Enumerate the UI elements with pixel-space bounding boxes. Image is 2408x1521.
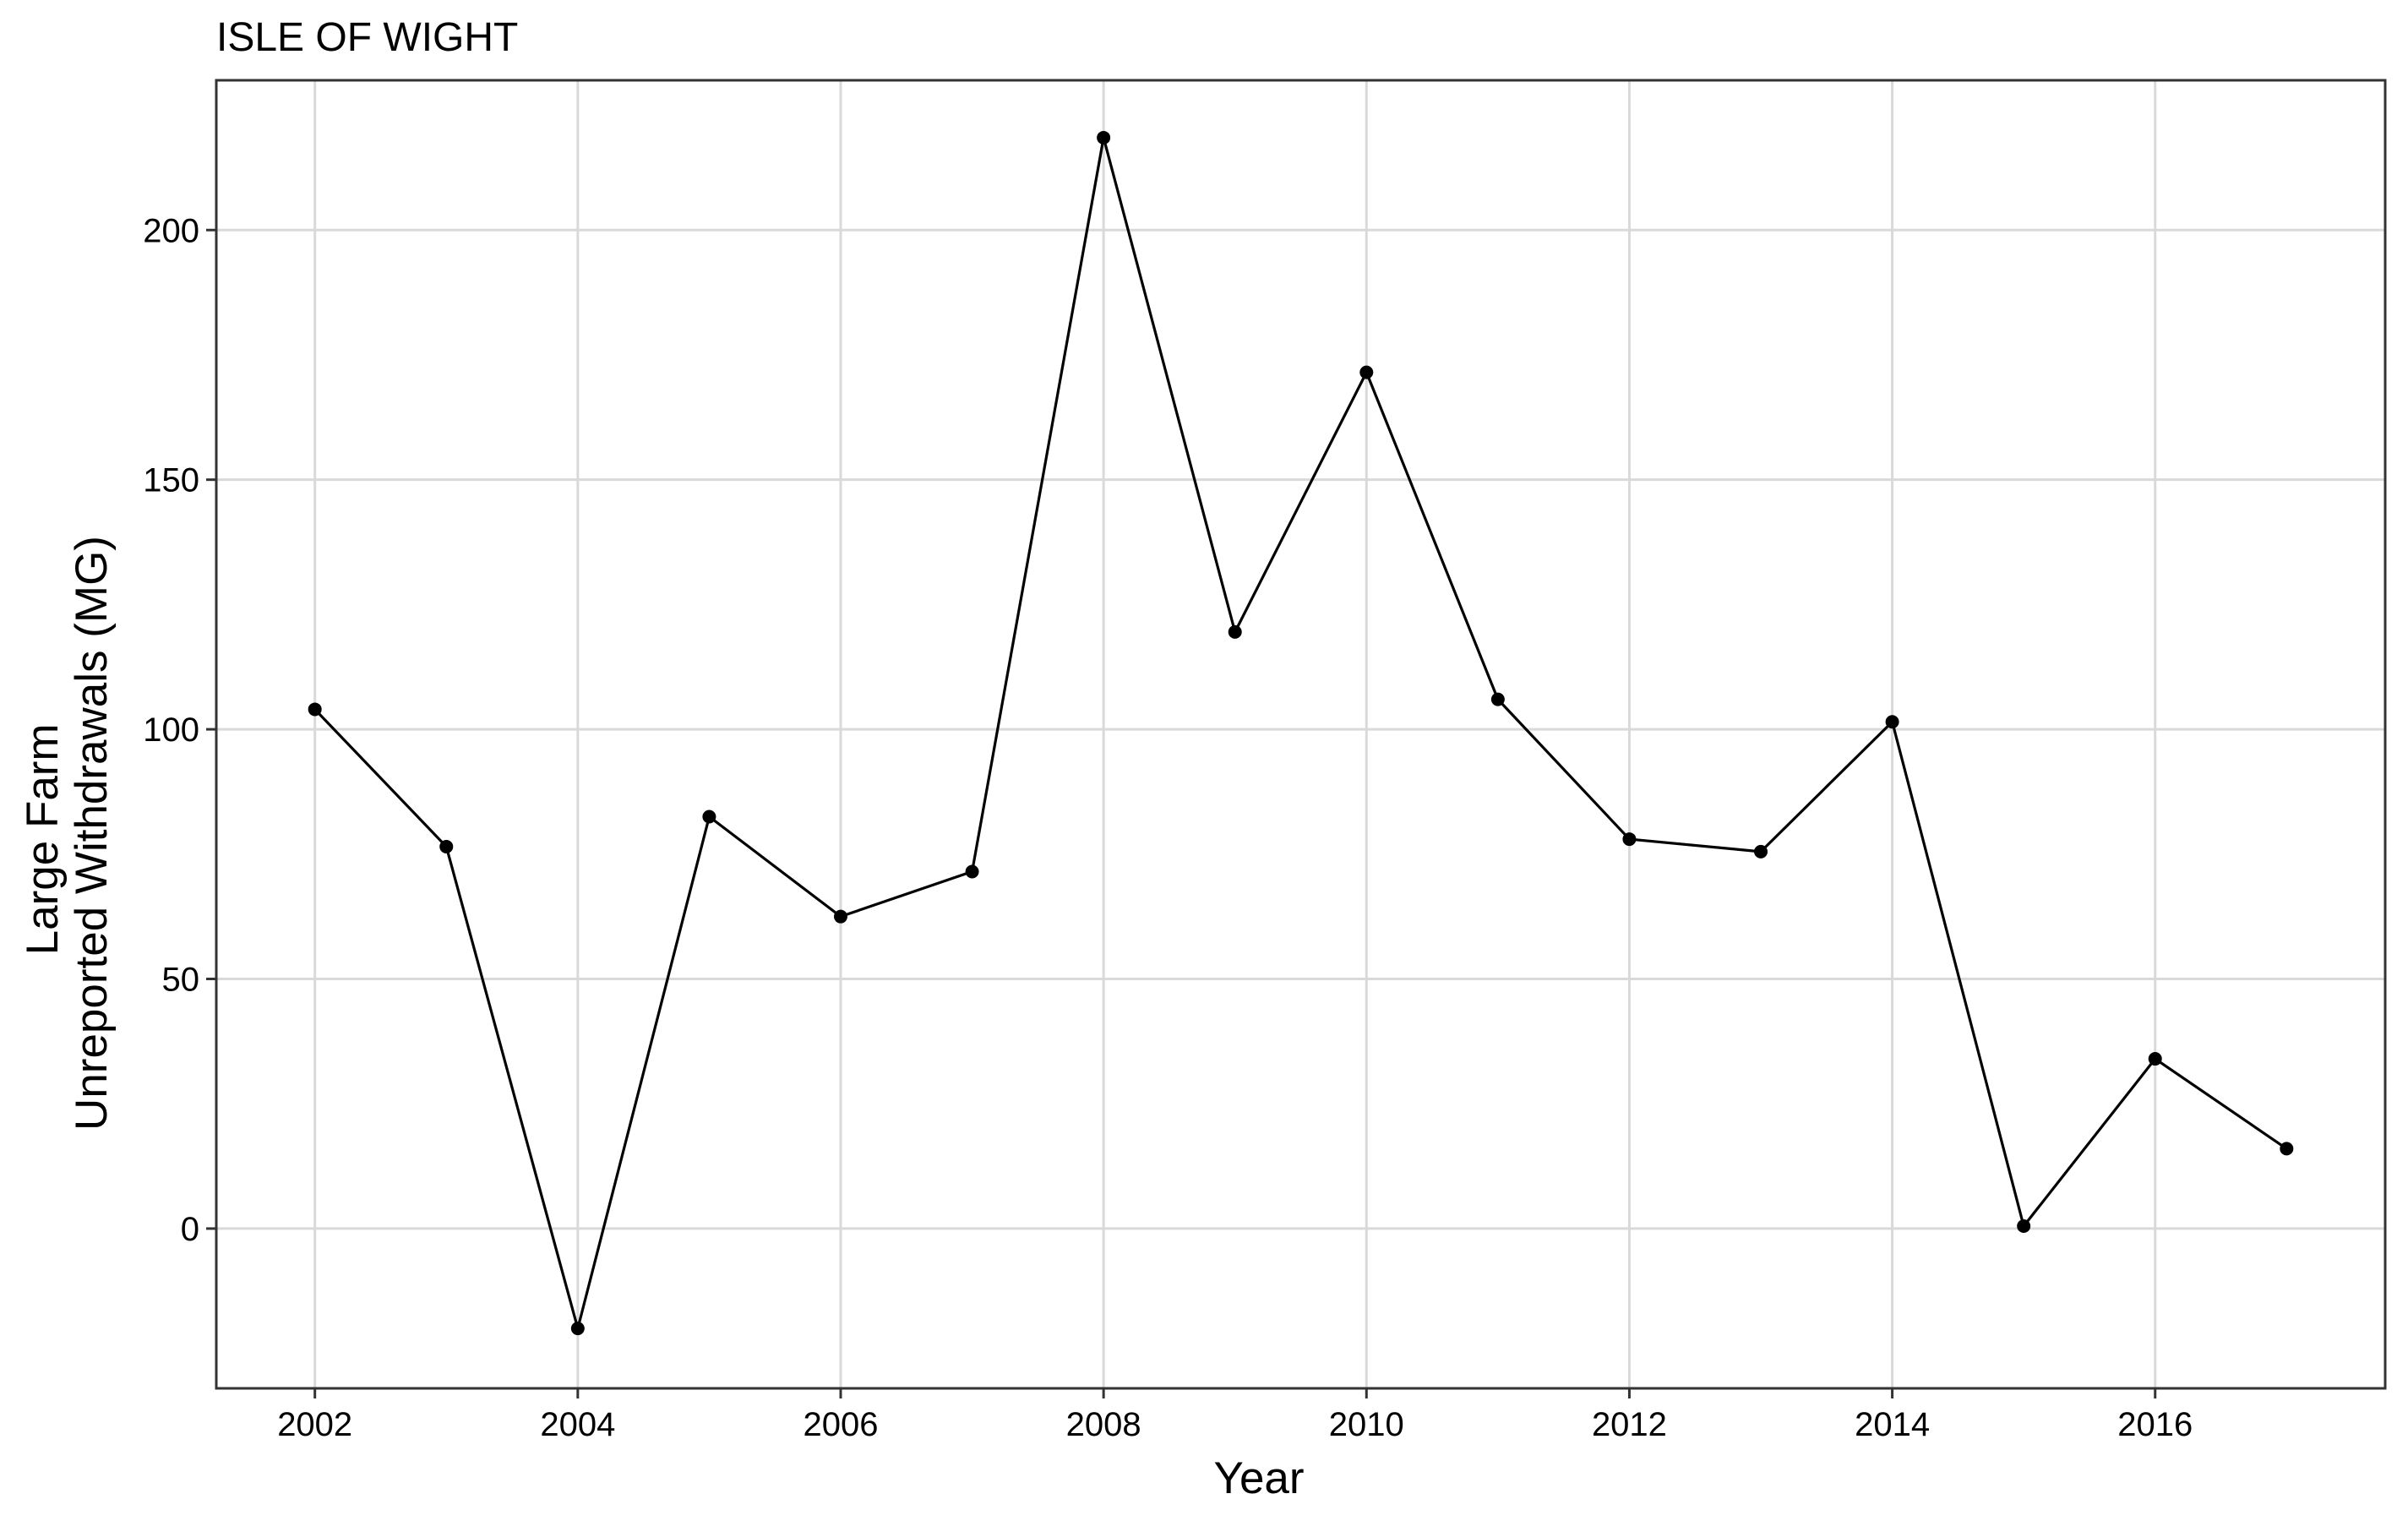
series-line <box>313 136 2288 1330</box>
y-tick-label: 200 <box>143 212 199 249</box>
y-axis-title-line-1: Large Farm <box>18 723 68 955</box>
data-point <box>439 839 454 853</box>
y-axis-title: Large Farm Unreported Withdrawals (MG) <box>18 536 117 1131</box>
data-point <box>965 864 979 879</box>
axes: 2002 2004 2006 2008 2010 2012 2014 2016 0 50 100 15… <box>143 79 2387 1443</box>
data-point <box>570 1322 585 1336</box>
panel-border <box>215 79 2387 1390</box>
data-point <box>2148 1052 2162 1066</box>
series-line-layer <box>313 136 2288 1330</box>
data-point <box>1754 844 1768 859</box>
y-tick-label: 0 <box>181 1211 199 1248</box>
data-point <box>1490 692 1505 706</box>
data-point <box>833 909 847 924</box>
data-points <box>308 130 2294 1336</box>
data-point <box>702 810 716 824</box>
data-point <box>2280 1142 2294 1156</box>
x-tick-label: 2004 <box>540 1406 615 1443</box>
data-point <box>2017 1218 2031 1233</box>
data-point <box>1885 715 1899 729</box>
y-tick-label: 50 <box>162 962 200 999</box>
x-tick-label: 2008 <box>1066 1406 1141 1443</box>
y-axis-title-line-2: Unreported Withdrawals (MG) <box>67 536 117 1131</box>
data-point <box>1228 624 1242 639</box>
data-point <box>1359 365 1374 379</box>
y-tick-label: 150 <box>143 462 199 499</box>
y-tick-label: 100 <box>143 711 199 749</box>
data-point <box>1622 832 1637 847</box>
gridlines <box>216 80 2385 1388</box>
data-point <box>308 702 322 717</box>
chart-title: ISLE OF WIGHT <box>216 15 518 60</box>
x-tick-label: 2014 <box>1855 1406 1930 1443</box>
data-point <box>1097 130 1111 144</box>
x-tick-label: 2010 <box>1329 1406 1404 1443</box>
x-tick-label: 2002 <box>277 1406 352 1443</box>
x-tick-label: 2016 <box>2117 1406 2193 1443</box>
y-axis-title-group: Large Farm Unreported Withdrawals (MG) <box>18 536 117 1131</box>
x-axis-title: Year <box>1213 1453 1304 1503</box>
x-tick-label: 2012 <box>1592 1406 1667 1443</box>
x-tick-label: 2006 <box>803 1406 878 1443</box>
